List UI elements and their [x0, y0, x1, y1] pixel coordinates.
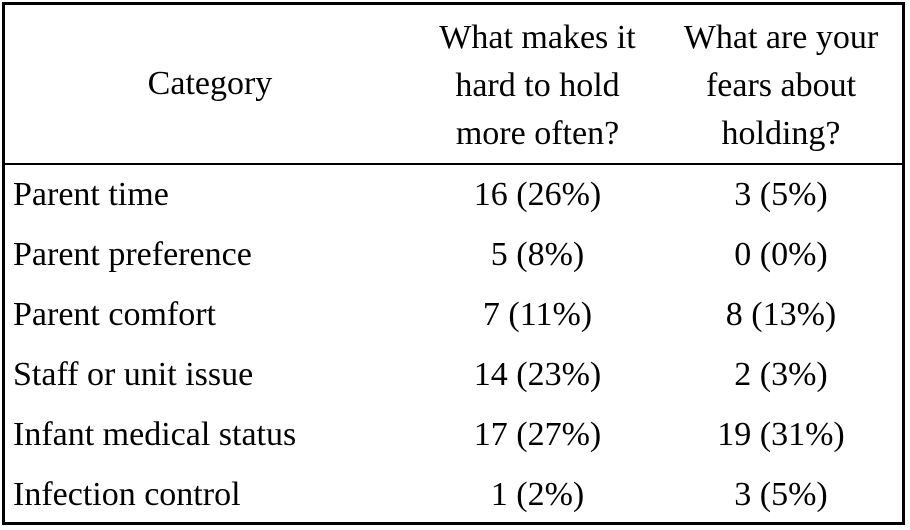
header-category: Category	[5, 5, 415, 165]
row-hard-to-hold-value: 7 (11%)	[482, 296, 593, 333]
row-hard-to-hold-value: 5 (8%)	[490, 236, 585, 273]
row-category: Parent time	[13, 176, 169, 213]
header-fears-line-3: holding?	[721, 115, 841, 152]
row-hard-to-hold-value: 1 (2%)	[490, 476, 585, 513]
header-row: Category What makes it hard to hold more…	[5, 5, 902, 165]
row-category: Infection control	[13, 476, 241, 513]
row-fears-value: 8 (13%)	[725, 296, 837, 333]
row-category: Parent comfort	[13, 296, 216, 333]
row-hard-to-hold-value: 14 (23%)	[473, 356, 602, 393]
row-hard-to-hold-value: 16 (26%)	[473, 176, 602, 213]
row-fears-value: 19 (31%)	[717, 416, 845, 453]
row-fears-value: 3 (5%)	[734, 476, 828, 513]
row-fears-value: 2 (3%)	[734, 356, 828, 393]
results-table: Category What makes it hard to hold more…	[5, 5, 902, 525]
header-hard-to-hold: What makes it hard to hold more often?	[415, 5, 660, 165]
table-row: Parent comfort 7 (11%) 8 (13%)	[5, 285, 902, 345]
row-category: Parent preference	[13, 236, 252, 273]
row-category: Staff or unit issue	[13, 356, 254, 393]
header-hard-to-hold-line-1: What makes it	[439, 19, 636, 56]
row-fears-value: 0 (0%)	[734, 236, 828, 273]
results-table-frame: Category What makes it hard to hold more…	[2, 2, 905, 525]
header-fears-about-holding: What are your fears about holding?	[660, 5, 902, 165]
table-row: Infant medical status 17 (27%) 19 (31%)	[5, 405, 902, 465]
table-body: Parent time 16 (26%) 3 (5%) Parent prefe…	[5, 164, 902, 525]
row-fears-value: 3 (5%)	[734, 176, 828, 213]
row-category: Infant medical status	[13, 416, 297, 453]
table-row: Infection control 1 (2%) 3 (5%)	[5, 465, 902, 525]
table-header: Category What makes it hard to hold more…	[5, 5, 902, 165]
header-hard-to-hold-line-2: hard to hold	[455, 67, 620, 104]
table-row: Parent preference 5 (8%) 0 (0%)	[5, 225, 902, 285]
header-fears-line-2: fears about	[705, 67, 857, 104]
header-hard-to-hold-line-3: more often?	[455, 115, 620, 152]
table-row: Parent time 16 (26%) 3 (5%)	[5, 164, 902, 225]
row-hard-to-hold-value: 17 (27%)	[473, 416, 602, 453]
header-fears-line-1: What are your	[683, 19, 879, 56]
table-row: Staff or unit issue 14 (23%) 2 (3%)	[5, 345, 902, 405]
